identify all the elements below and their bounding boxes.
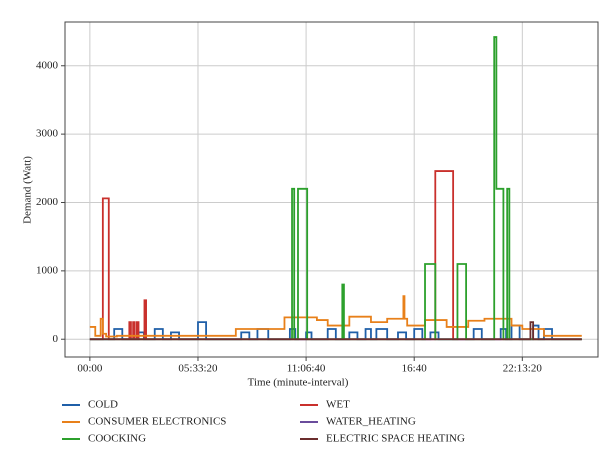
legend-label: CONSUMER ELECTRONICS xyxy=(88,416,226,428)
plot-border xyxy=(64,21,599,358)
y-tick-label: 2000 xyxy=(36,196,59,208)
x-tick-label: 16:40 xyxy=(402,363,428,375)
legend-label: WET xyxy=(326,399,350,411)
y-tick-label: 1000 xyxy=(36,264,59,276)
x-tick-label: 22:13:20 xyxy=(503,363,543,375)
series-line xyxy=(89,295,582,338)
y-tick-label: 4000 xyxy=(36,59,59,71)
series-line xyxy=(89,36,582,341)
x-tick-label: 05:33:20 xyxy=(178,363,218,375)
y-tick-label: 0 xyxy=(53,333,59,345)
legend-label: COOCKING xyxy=(88,433,146,445)
legend-label: COLD xyxy=(88,399,118,411)
x-tick-label: 11:06:40 xyxy=(287,363,326,375)
y-axis-label: Demand (Watt) xyxy=(22,156,34,224)
series-line xyxy=(89,321,582,341)
y-tick-label: 3000 xyxy=(36,128,59,140)
legend-label: WATER_HEATING xyxy=(326,416,416,428)
series-line xyxy=(89,321,582,341)
legend-label: ELECTRIC SPACE HEATING xyxy=(326,433,465,445)
x-tick-label: 00:00 xyxy=(77,363,103,375)
x-axis-label: Time (minute-interval) xyxy=(248,377,349,389)
